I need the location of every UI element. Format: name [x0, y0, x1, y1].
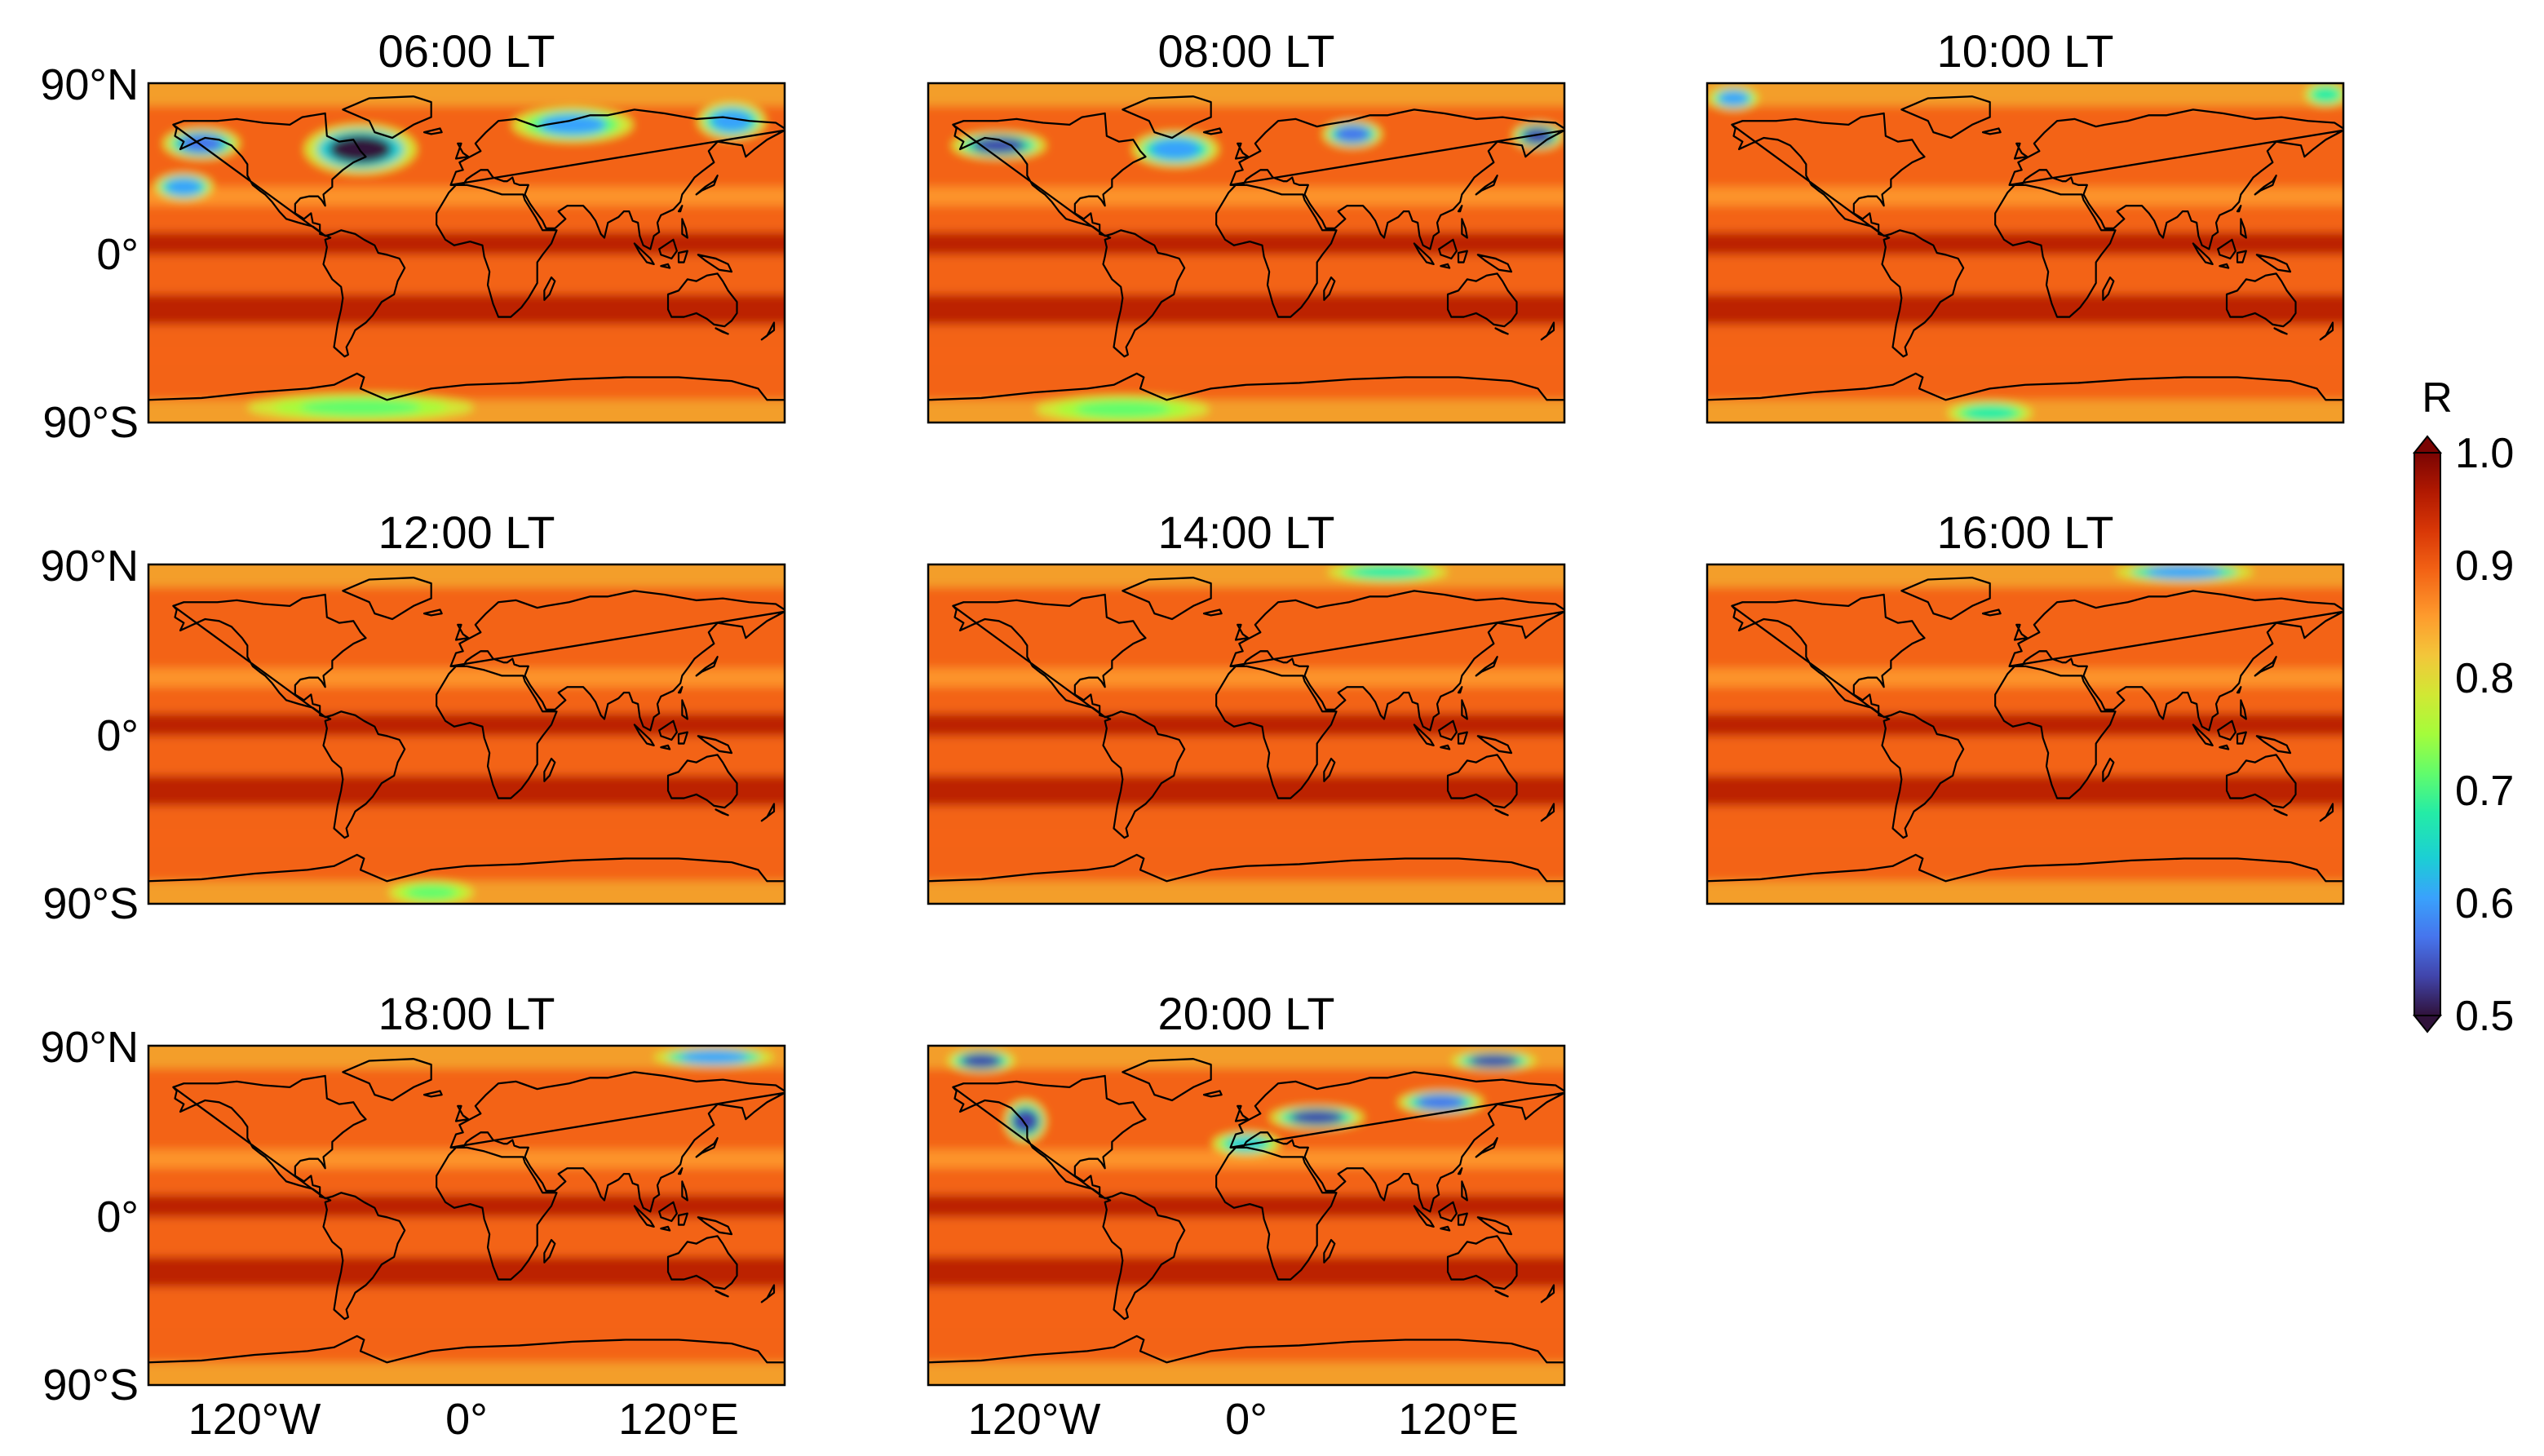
field-band — [910, 776, 1582, 806]
field-band — [131, 776, 802, 806]
map-panel-2: 08:00 LT — [910, 25, 1582, 441]
field-band — [910, 1310, 1582, 1329]
field-band — [1689, 232, 2360, 255]
field-band — [1689, 294, 2360, 325]
panel-title: 18:00 LT — [378, 988, 555, 1039]
field-band — [131, 347, 802, 366]
field-polar-south — [1689, 881, 2360, 923]
field-low-zone — [1354, 565, 1421, 578]
field-polar-south — [910, 400, 1582, 441]
field-low-zone — [961, 1053, 1002, 1068]
colorbar-extend-bottom — [2414, 1016, 2440, 1032]
field-low-zone — [1151, 139, 1201, 159]
field-polar-south — [1689, 400, 2360, 441]
field-low-zone — [1718, 91, 1750, 105]
field-low-zone — [1334, 126, 1370, 143]
map-panel-1: 06:00 LT — [131, 25, 802, 441]
panel-title: 06:00 LT — [378, 25, 555, 77]
x-tick-label: 120°E — [1398, 1395, 1519, 1444]
colorbar-bar — [2414, 453, 2440, 1016]
field-low-zone — [1076, 401, 1170, 418]
figure: 06:00 LT 08:00 LT 10:00 LT — [0, 0, 2544, 1456]
y-tick-label: 90°N — [40, 1023, 139, 1072]
y-tick-label: 90°S — [42, 879, 139, 928]
y-axis-labels: 90°N 0° 90°S 90°N 0° 90°S 90°N 0° 90°S — [40, 60, 139, 1410]
map-panel-4: 12:00 LT — [131, 507, 802, 923]
field-band — [131, 1195, 802, 1218]
x-tick-label: 0° — [445, 1395, 488, 1444]
field-polar-south — [910, 881, 1582, 923]
colorbar-tick-label: 1.0 — [2455, 430, 2514, 477]
colorbar-tick-label: 0.7 — [2455, 768, 2514, 815]
field-low-zone — [680, 1051, 747, 1064]
panel-title: 08:00 LT — [1158, 25, 1335, 77]
field-low-zone — [1416, 1095, 1466, 1109]
x-tick-label: 0° — [1225, 1395, 1268, 1444]
colorbar-tick-label: 0.9 — [2455, 542, 2514, 590]
panel-title: 16:00 LT — [1937, 507, 2114, 558]
field-low-zone — [166, 179, 201, 196]
field-low-zone — [1290, 1110, 1344, 1125]
map-panel-7: 18:00 LT — [131, 988, 802, 1404]
y-tick-label: 90°N — [40, 542, 139, 591]
colorbar-extend-top — [2414, 436, 2440, 453]
field-band — [1689, 714, 2360, 737]
field-band — [131, 1257, 802, 1287]
field-low-zone — [2146, 565, 2222, 578]
field-band — [1689, 776, 2360, 806]
field-band — [131, 294, 802, 325]
map-panel-3: 10:00 LT — [1689, 25, 2360, 441]
field-low-zone — [1469, 1054, 1519, 1067]
y-tick-label: 0° — [96, 1193, 139, 1241]
x-tick-label: 120°W — [968, 1395, 1101, 1444]
x-tick-label: 120°W — [188, 1395, 321, 1444]
field-band — [1689, 347, 2360, 366]
map-panel-5: 14:00 LT — [910, 507, 1582, 923]
map-panel-8: 20:00 LT — [910, 988, 1582, 1404]
colorbar-tick-label: 0.8 — [2455, 655, 2514, 702]
field-band — [910, 294, 1582, 325]
field-band — [1689, 829, 2360, 847]
y-tick-label: 90°S — [42, 398, 139, 447]
colorbar: R 1.0 0.9 0.8 0.7 0.6 0.5 — [2414, 374, 2514, 1040]
field-band — [910, 232, 1582, 255]
field-low-zone — [406, 885, 456, 900]
x-axis-labels: 120°W 0° 120°E 120°W 0° 120°E — [188, 1395, 1519, 1444]
panel-title: 12:00 LT — [378, 507, 555, 558]
y-tick-label: 90°S — [42, 1361, 139, 1410]
field-low-zone — [300, 399, 420, 416]
field-band — [910, 1257, 1582, 1287]
field-low-zone — [179, 134, 223, 153]
field-band — [131, 714, 802, 737]
colorbar-title: R — [2422, 374, 2453, 422]
field-band — [131, 1310, 802, 1329]
y-tick-label: 90°N — [40, 60, 139, 109]
field-band — [131, 232, 802, 255]
map-panel-6: 16:00 LT — [1689, 507, 2360, 923]
field-band — [910, 829, 1582, 847]
panel-title: 14:00 LT — [1158, 507, 1335, 558]
field-low-zone — [2312, 87, 2340, 102]
colorbar-tick-label: 0.6 — [2455, 880, 2514, 927]
field-band — [131, 829, 802, 847]
panel-title: 10:00 LT — [1937, 25, 2114, 77]
x-tick-label: 120°E — [618, 1395, 739, 1444]
field-low-zone — [1965, 405, 2015, 420]
field-band — [910, 347, 1582, 366]
field-band — [910, 714, 1582, 737]
colorbar-tick-label: 0.5 — [2455, 993, 2514, 1040]
y-tick-label: 0° — [96, 230, 139, 279]
y-tick-label: 0° — [96, 711, 139, 760]
field-band — [910, 1195, 1582, 1218]
panel-title: 20:00 LT — [1158, 988, 1335, 1039]
